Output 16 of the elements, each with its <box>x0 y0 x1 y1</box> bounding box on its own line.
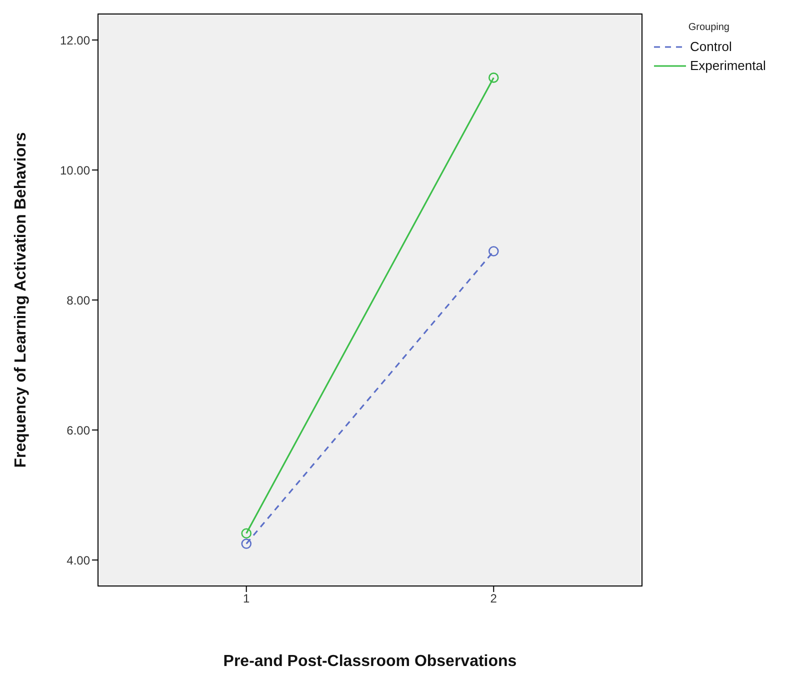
x-tick-label: 1 <box>243 592 250 606</box>
point <box>488 246 499 256</box>
y-axis-title: Frequency of Learning Activation Behaviors <box>12 132 30 468</box>
x-axis-title: Pre-and Post-Classroom Observations <box>223 653 517 670</box>
point <box>241 528 252 538</box>
point <box>488 72 499 83</box>
y-tick-label: 4.00 <box>66 553 90 568</box>
point <box>241 538 252 549</box>
legend-label: Control <box>690 39 732 54</box>
legend-label: Experimental <box>690 58 766 73</box>
legend-title: Grouping <box>687 22 730 33</box>
y-tick-label: 12.00 <box>60 33 90 48</box>
y-tick-label: 8.00 <box>66 293 90 308</box>
x-tick-label: 2 <box>490 592 498 606</box>
y-tick-label: 10.00 <box>60 163 90 178</box>
y-tick-label: 6.00 <box>66 423 90 438</box>
